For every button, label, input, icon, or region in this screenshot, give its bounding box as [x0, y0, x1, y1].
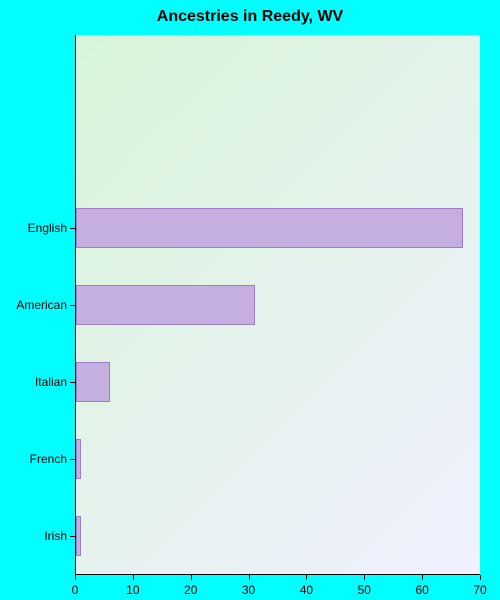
ylabel-italian: Italian [0, 375, 67, 389]
xtick-label: 30 [242, 583, 255, 597]
xtick-label: 70 [473, 583, 486, 597]
ylabel-english: English [0, 221, 67, 235]
xtick-mark [75, 575, 76, 580]
plot-area: EnglishAmericanItalianFrenchIrish0102030… [75, 35, 480, 575]
ytick [70, 305, 75, 306]
xtick-mark [364, 575, 365, 580]
xtick-mark [249, 575, 250, 580]
xtick-label: 0 [72, 583, 79, 597]
xtick-mark [306, 575, 307, 580]
ytick [70, 459, 75, 460]
ytick [70, 536, 75, 537]
xtick-label: 50 [358, 583, 371, 597]
ylabel-irish: Irish [0, 529, 67, 543]
xtick-label: 60 [415, 583, 428, 597]
chart-title: Ancestries in Reedy, WV [0, 8, 500, 26]
ylabel-american: American [0, 298, 67, 312]
bar-italian [76, 362, 111, 402]
bar-english [76, 208, 464, 248]
xtick-mark [422, 575, 423, 580]
xtick-mark [480, 575, 481, 580]
xtick-label: 10 [126, 583, 139, 597]
ylabel-french: French [0, 452, 67, 466]
xtick-mark [133, 575, 134, 580]
x-axis-line [75, 574, 480, 575]
ytick [70, 228, 75, 229]
xtick-label: 40 [300, 583, 313, 597]
bar-irish [76, 516, 82, 556]
xtick-mark [191, 575, 192, 580]
ytick [70, 382, 75, 383]
bar-american [76, 285, 255, 325]
bar-french [76, 439, 82, 479]
xtick-label: 20 [184, 583, 197, 597]
